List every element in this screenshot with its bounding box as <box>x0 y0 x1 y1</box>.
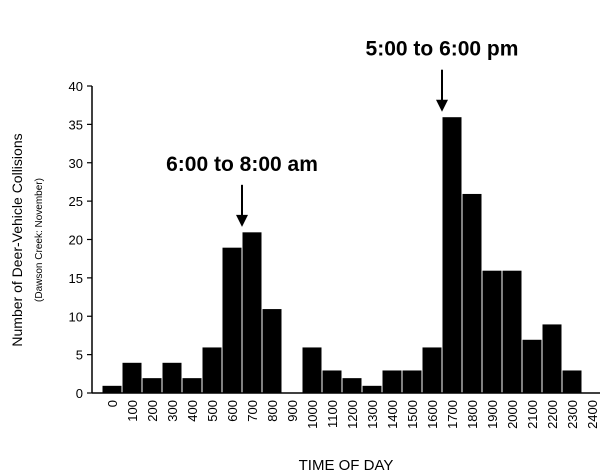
x-tick-label: 100 <box>125 400 140 422</box>
x-tick-label: 600 <box>225 400 240 422</box>
x-tick-label: 1000 <box>305 400 320 429</box>
x-tick-label: 2100 <box>525 400 540 429</box>
x-tick-label: 900 <box>285 400 300 422</box>
bar-200 <box>141 377 163 394</box>
bar-2300 <box>561 369 583 394</box>
x-tick-label: 1300 <box>365 400 380 429</box>
y-tick-label: 30 <box>69 156 83 171</box>
y-tick-label: 25 <box>69 194 83 209</box>
x-axis-title: TIME OF DAY <box>299 457 394 474</box>
y-tick-label: 35 <box>69 117 83 132</box>
y-tick-label: 40 <box>69 79 83 94</box>
x-tick-label: 1100 <box>325 400 340 428</box>
annotation-arrow-head <box>436 99 448 112</box>
x-tick-label: 1600 <box>425 400 440 429</box>
y-axis-title: Number of Deer-Vehicle Collisions <box>9 133 25 346</box>
bar-800 <box>261 308 283 394</box>
annotations: 6:00 to 8:00 am 5:00 to 6:00 pm <box>166 38 518 227</box>
annotation-label: 5:00 to 6:00 pm <box>366 38 519 61</box>
bar-2000 <box>501 269 523 394</box>
bar-1400 <box>381 369 403 394</box>
x-tick-label: 500 <box>205 400 220 422</box>
x-tick-label: 200 <box>145 400 160 422</box>
x-ticks: 0 100 200 300 400 500 600 700 800 900 1000 1100 1200… <box>105 400 600 429</box>
bar-300 <box>161 361 183 394</box>
x-tick-label: 300 <box>165 400 180 422</box>
x-tick-label: 0 <box>105 400 120 407</box>
bar-100 <box>121 361 143 394</box>
bar-1300 <box>361 384 383 394</box>
bar-2100 <box>521 338 543 394</box>
bar-1200 <box>341 377 363 394</box>
x-tick-label: 1500 <box>405 400 420 429</box>
bar-500 <box>201 346 223 394</box>
bar-0 <box>101 384 123 394</box>
bar-1100 <box>321 369 343 394</box>
y-axis-subtitle: (Dawson Creek: November) <box>34 178 45 302</box>
bar-1900 <box>481 269 503 394</box>
bar-600 <box>221 246 243 394</box>
x-tick-label: 700 <box>245 400 260 422</box>
bar-1700 <box>441 116 463 394</box>
x-tick-label: 400 <box>185 400 200 422</box>
x-tick-label: 800 <box>265 400 280 422</box>
annotation-arrow-head <box>236 214 248 227</box>
bar-1500 <box>401 369 423 394</box>
y-ticks: 0 5 10 15 20 25 30 35 40 <box>69 79 92 401</box>
y-tick-label: 20 <box>69 233 83 248</box>
x-tick-label: 1800 <box>465 400 480 429</box>
bar-2200 <box>541 323 563 394</box>
x-tick-label: 2000 <box>505 400 520 429</box>
y-tick-label: 15 <box>69 271 83 286</box>
x-tick-label: 1200 <box>345 400 360 429</box>
x-tick-label: 1900 <box>485 400 500 429</box>
bar-700 <box>241 231 263 394</box>
x-tick-label: 2400 <box>585 400 600 429</box>
bar-1600 <box>421 346 443 394</box>
x-tick-label: 1700 <box>445 400 460 429</box>
x-tick-label: 2300 <box>565 400 580 429</box>
bar-1800 <box>461 192 483 394</box>
y-tick-label: 10 <box>69 309 83 324</box>
bar-1000 <box>301 346 323 394</box>
annotation-label: 6:00 to 8:00 am <box>166 153 318 176</box>
bar-400 <box>181 377 203 394</box>
x-tick-label: 1400 <box>385 400 400 429</box>
y-tick-label: 0 <box>76 386 83 401</box>
y-tick-label: 5 <box>76 348 83 363</box>
x-tick-label: 2200 <box>545 400 560 429</box>
bars-group <box>101 116 583 394</box>
